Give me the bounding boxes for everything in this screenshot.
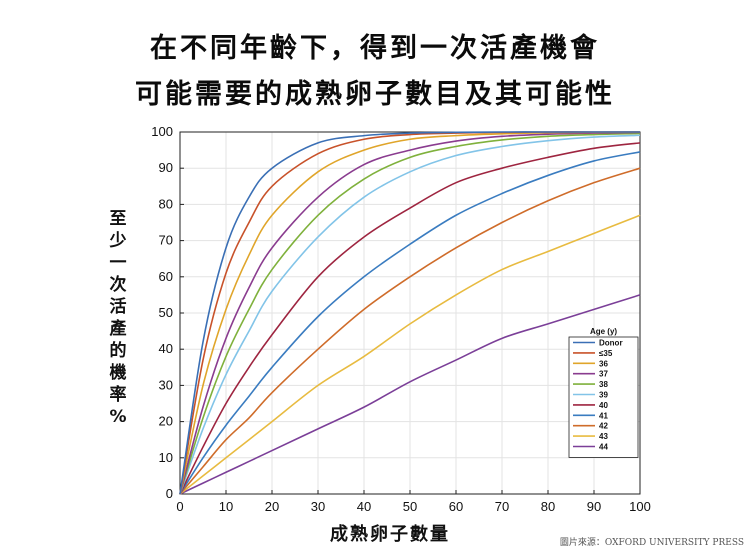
series-line-44 bbox=[179, 294, 641, 495]
series-line-39 bbox=[179, 134, 641, 495]
y-tick-label: 30 bbox=[159, 377, 173, 392]
legend-box bbox=[568, 336, 639, 458]
y-axis-label-char: 產 bbox=[109, 319, 127, 339]
legend-entry: 44 bbox=[599, 443, 608, 452]
series-line-37 bbox=[179, 131, 641, 495]
legend-entry: 43 bbox=[599, 432, 608, 441]
x-tick-label: 50 bbox=[403, 499, 417, 514]
legend-entry: 38 bbox=[599, 380, 608, 389]
x-tick-label: 60 bbox=[449, 499, 463, 514]
x-tick-label: 100 bbox=[629, 499, 651, 514]
y-axis-label-char: 的 bbox=[109, 341, 127, 361]
x-tick-label: 30 bbox=[311, 499, 325, 514]
legend-title: Age (y) bbox=[590, 327, 617, 336]
series-line-41 bbox=[179, 151, 641, 495]
y-axis-label-char: % bbox=[109, 407, 127, 427]
y-axis-label-char: 活 bbox=[109, 297, 127, 317]
legend-entry: 37 bbox=[599, 370, 608, 379]
y-axis-label-char: 至 bbox=[109, 209, 127, 229]
series-line-Donor bbox=[179, 131, 640, 495]
y-axis-label-char: 機 bbox=[109, 363, 127, 383]
image-source-credit: 圖片來源：OXFORD UNIVERSITY PRESS bbox=[559, 538, 744, 548]
y-tick-label: 100 bbox=[151, 124, 173, 139]
series-line-42 bbox=[179, 167, 641, 495]
y-tick-label: 10 bbox=[159, 450, 173, 465]
y-axis-label-char: 少 bbox=[109, 231, 127, 251]
chart-title-line-1: 在不同年齡下，得到一次活產機會 bbox=[150, 33, 600, 64]
y-axis-label-char: 一 bbox=[109, 253, 127, 273]
y-tick-label: 20 bbox=[159, 414, 173, 429]
x-tick-label: 20 bbox=[265, 499, 279, 514]
y-tick-label: 80 bbox=[159, 196, 173, 211]
y-tick-label: 50 bbox=[159, 305, 173, 320]
y-tick-label: 90 bbox=[159, 160, 173, 175]
legend-entry: 42 bbox=[599, 422, 608, 431]
x-tick-label: 70 bbox=[495, 499, 509, 514]
y-axis-label-char: 次 bbox=[109, 275, 127, 295]
y-axis-label-char: 率 bbox=[109, 385, 127, 405]
x-axis-label: 成熟卵子數量 bbox=[330, 524, 450, 545]
series-line-43 bbox=[179, 214, 641, 495]
legend-entry: ≤35 bbox=[599, 349, 613, 358]
x-tick-label: 0 bbox=[176, 499, 183, 514]
legend-entry: 41 bbox=[599, 411, 608, 420]
legend-entry: 36 bbox=[599, 359, 608, 368]
x-tick-label: 80 bbox=[541, 499, 555, 514]
x-tick-label: 40 bbox=[357, 499, 371, 514]
chart-title-line-2: 可能需要的成熟卵子數目及其可能性 bbox=[135, 79, 615, 110]
y-tick-label: 70 bbox=[159, 233, 173, 248]
y-tick-label: 40 bbox=[159, 341, 173, 356]
x-tick-label: 10 bbox=[219, 499, 233, 514]
legend-entry: 40 bbox=[599, 401, 608, 410]
series-line-38 bbox=[179, 132, 641, 495]
x-tick-label: 90 bbox=[587, 499, 601, 514]
series-line-40 bbox=[179, 142, 641, 495]
legend-entry: 39 bbox=[599, 391, 608, 400]
legend-entry: Donor bbox=[599, 339, 623, 348]
y-tick-label: 0 bbox=[166, 486, 173, 501]
y-axis-label: 至少一次活產的機率% bbox=[106, 208, 130, 428]
y-tick-label: 60 bbox=[159, 269, 173, 284]
